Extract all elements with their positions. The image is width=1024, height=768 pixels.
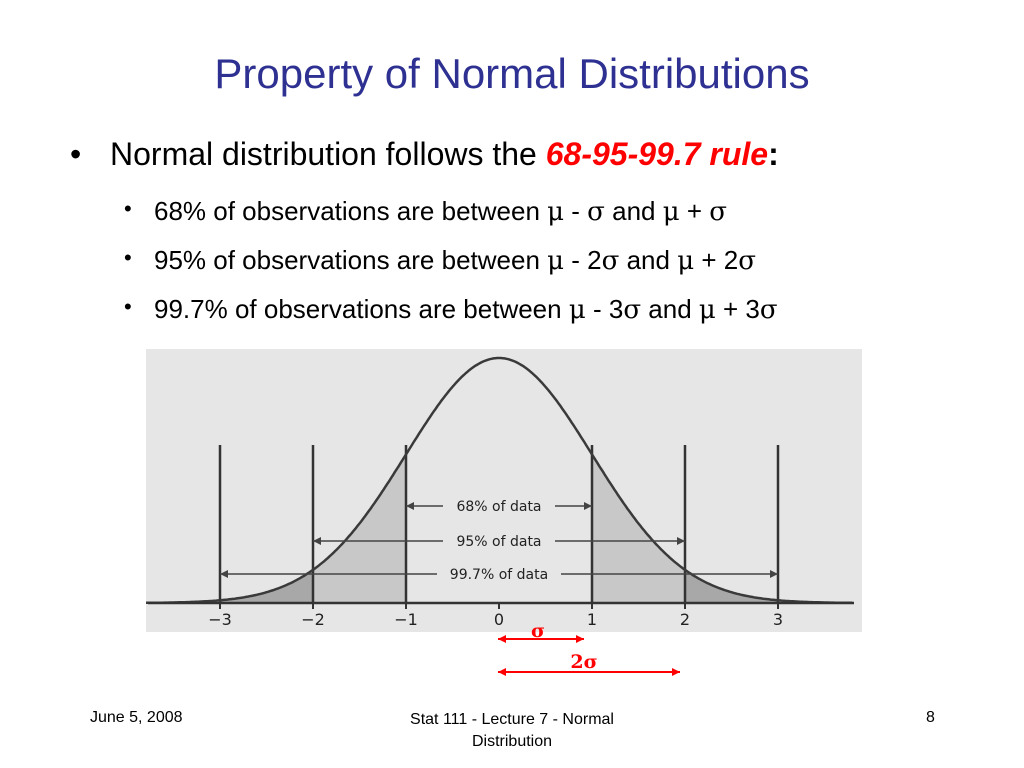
sigma-symbol: σ bbox=[709, 197, 728, 227]
mu-symbol: μ bbox=[568, 295, 586, 325]
sub-bullet-prefix: 99.7% of observations are between bbox=[154, 294, 569, 324]
main-bullet-text: Normal distribution follows the 68-95-99… bbox=[110, 136, 779, 173]
sigma-symbol: σ bbox=[623, 295, 642, 325]
main-bullet-label: Normal distribution follows the bbox=[110, 136, 546, 172]
sigma-symbol: σ bbox=[738, 246, 756, 276]
sigma-annotation: σ 2σ bbox=[498, 620, 680, 676]
bullet-dot: • bbox=[124, 294, 132, 319]
x-tick-label: −1 bbox=[394, 610, 418, 629]
operator: + 3 bbox=[715, 294, 760, 324]
arrow-head-right bbox=[672, 668, 680, 676]
range-label-bg bbox=[443, 531, 555, 551]
arrow-head bbox=[406, 502, 414, 510]
conjunction: and bbox=[641, 294, 699, 324]
mu-symbol: μ bbox=[698, 295, 716, 325]
footer-page-number: 8 bbox=[926, 709, 935, 726]
bullet-dot: • bbox=[70, 136, 82, 172]
figure-panel bbox=[146, 349, 862, 632]
normal-curve-figure: −3 −2 −1 0 1 2 3 68% of data 95% of data 99.7% o… bbox=[146, 349, 862, 632]
footer-course-line: Distribution bbox=[471, 733, 553, 750]
tail-shading-2to3 bbox=[220, 569, 778, 603]
mu-symbol: μ bbox=[677, 246, 695, 276]
conjunction: and bbox=[604, 196, 663, 226]
footer-course: Stat 111 - Lecture 7 - Normal Distributi… bbox=[362, 709, 662, 753]
range-label-bg bbox=[443, 496, 555, 516]
arrow-head bbox=[220, 570, 228, 578]
bullet-dot: • bbox=[124, 245, 132, 270]
sub-bullet-text: 68% of observations are between μ - σ an… bbox=[154, 196, 727, 227]
x-tick-label: −2 bbox=[301, 610, 325, 629]
slide-title: Property of Normal Distributions bbox=[214, 50, 810, 97]
arrow-head bbox=[770, 570, 778, 578]
sigma-symbol: σ bbox=[601, 246, 620, 276]
bullet-dot: • bbox=[124, 196, 132, 221]
two-sigma-label: 2σ bbox=[570, 651, 597, 673]
arrow-head bbox=[313, 537, 321, 545]
footer-course-line: Stat 111 - Lecture 7 - Normal bbox=[410, 711, 614, 728]
arrow-head-left bbox=[498, 668, 506, 676]
x-tick-label: −3 bbox=[208, 610, 232, 629]
sigma-label: σ bbox=[531, 620, 545, 642]
operator: - bbox=[564, 196, 588, 226]
sub-bullet-text: 95% of observations are between μ - 2σ a… bbox=[154, 245, 756, 276]
main-bullet-suffix: : bbox=[768, 136, 779, 172]
arrow-head bbox=[677, 537, 685, 545]
rule-name: 68-95-99.7 rule bbox=[545, 136, 769, 172]
range-label-bg bbox=[437, 564, 561, 584]
operator: - 3 bbox=[585, 294, 624, 324]
arrow-head bbox=[584, 502, 592, 510]
range-label: 99.7% of data bbox=[450, 567, 548, 583]
normal-curve bbox=[146, 356, 853, 605]
operator: + 2 bbox=[694, 245, 739, 275]
range-label: 68% of data bbox=[456, 499, 541, 515]
x-tick-label: 3 bbox=[773, 610, 783, 629]
x-ticks: −3 −2 −1 0 1 2 3 bbox=[208, 603, 783, 629]
sigma-symbol: σ bbox=[587, 197, 605, 227]
conjunction: and bbox=[619, 245, 678, 275]
mu-symbol: μ bbox=[547, 246, 565, 276]
sigma-lines bbox=[218, 445, 780, 603]
operator: - 2 bbox=[564, 245, 602, 275]
x-tick-label: 2 bbox=[680, 610, 690, 629]
x-tick-label: 0 bbox=[494, 610, 504, 629]
sub-bullet-text: 99.7% of observations are between μ - 3σ… bbox=[154, 294, 778, 325]
range-arrows: 68% of data 95% of data 99.7% of data bbox=[220, 496, 778, 584]
operator: + bbox=[679, 196, 710, 226]
footer-date: June 5, 2008 bbox=[90, 709, 183, 726]
sigma-symbol: σ bbox=[759, 295, 778, 325]
mu-symbol: μ bbox=[547, 197, 565, 227]
sub-bullet-prefix: 68% of observations are between bbox=[154, 196, 548, 226]
range-label: 95% of data bbox=[456, 534, 541, 550]
sub-bullet-prefix: 95% of observations are between bbox=[154, 245, 548, 275]
x-tick-label: 1 bbox=[587, 610, 597, 629]
arrow-head-right bbox=[576, 635, 584, 643]
mu-symbol: μ bbox=[662, 197, 680, 227]
arrow-head-left bbox=[498, 635, 506, 643]
